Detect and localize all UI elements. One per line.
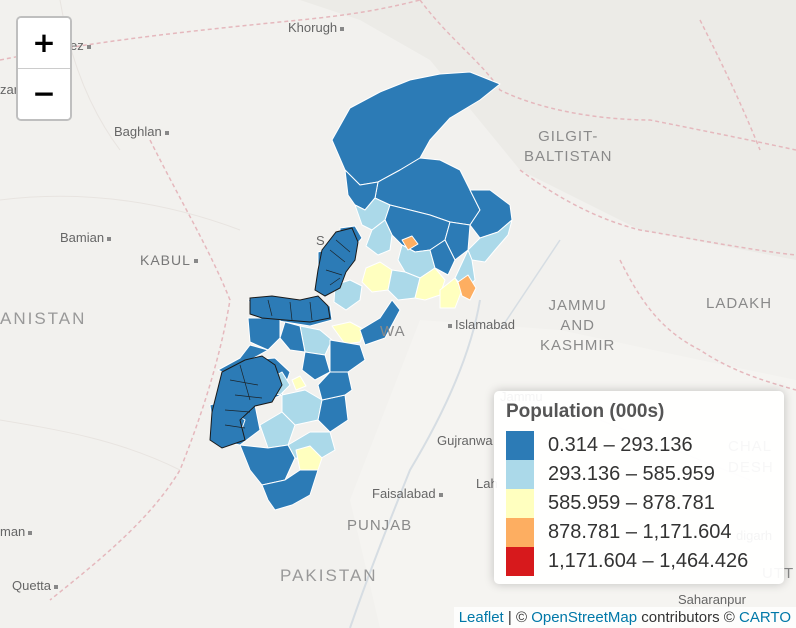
place-islamabad-label: Islamabad xyxy=(455,317,515,332)
place-bamian: Bamian xyxy=(60,230,111,245)
legend-swatch xyxy=(506,489,534,518)
district-sherani xyxy=(239,444,296,486)
legend-label: 878.781 – 1,171.604 xyxy=(548,521,732,543)
osm-link[interactable]: OpenStreetMap xyxy=(531,609,638,626)
place-pakistan: PAKISTAN xyxy=(280,566,378,585)
legend-label: 0.314 – 293.136 xyxy=(548,434,693,456)
place-mazar: zar xyxy=(0,82,25,97)
place-kabul: KABUL xyxy=(140,252,198,268)
place-gujranwala: Gujranwa xyxy=(437,433,493,448)
place-punjab: PUNJAB xyxy=(347,517,413,534)
district-karak xyxy=(329,339,366,373)
legend: Population (000s) 0.314 – 293.136 293.13… xyxy=(494,391,784,584)
place-faisalabad: Faisalabad xyxy=(372,486,443,501)
legend-label: 585.959 – 878.781 xyxy=(548,492,715,514)
place-islamabad: Islamabad xyxy=(448,317,515,332)
zoom-in-button[interactable]: + xyxy=(18,18,70,68)
legend-item: 1,171.604 – 1,464.426 xyxy=(506,547,772,576)
carto-link[interactable]: CARTO xyxy=(739,609,791,626)
attribution-contributors: contributors © xyxy=(637,609,740,626)
attribution: Leaflet | © OpenStreetMap contributors ©… xyxy=(453,607,796,628)
zoom-control: + − xyxy=(16,16,72,121)
place-gilgit-baltistan: GILGIT- BALTISTAN xyxy=(524,128,613,165)
district-torghar xyxy=(429,239,456,276)
tribal-waziristan xyxy=(209,355,283,449)
legend-swatch xyxy=(506,431,534,460)
district-peshawar-ring xyxy=(333,279,363,311)
legend-item: 0.314 – 293.136 xyxy=(506,431,772,460)
place-jammu-kashmir: JAMMU AND KASHMIR xyxy=(540,297,616,354)
place-saharanpur: Saharanpur xyxy=(678,592,746,607)
tribal-khyber xyxy=(249,295,331,323)
place-taluqan: ez xyxy=(70,38,91,53)
district-abbottabad-yellow xyxy=(439,277,463,309)
place-kpk: WA xyxy=(380,323,406,340)
district-hangu xyxy=(301,351,331,381)
district-bannu xyxy=(291,375,307,391)
leaflet-link[interactable]: Leaflet xyxy=(458,609,504,626)
district-mid-b xyxy=(317,371,353,401)
place-lahore: Lah xyxy=(476,476,498,491)
legend-title: Population (000s) xyxy=(506,401,665,422)
district-orakzai xyxy=(279,321,306,353)
legend-swatch xyxy=(506,460,534,489)
place-baghlan: Baghlan xyxy=(114,124,169,139)
place-s: S xyxy=(316,233,325,248)
place-ghazni: man xyxy=(0,524,32,539)
place-ladakh: LADAKH xyxy=(706,295,773,312)
legend-label: 1,171.604 – 1,464.426 xyxy=(548,550,749,572)
district-tank xyxy=(259,411,296,449)
legend-swatch xyxy=(506,547,534,576)
place-khorugh: Khorugh xyxy=(288,20,344,35)
zoom-out-button[interactable]: − xyxy=(18,68,70,119)
district-shangla xyxy=(444,221,471,261)
attribution-sep: | © xyxy=(503,609,532,626)
district-dik-yellow xyxy=(295,445,323,471)
legend-swatch xyxy=(506,518,534,547)
district-attock-edge xyxy=(359,299,401,346)
place-quetta: Quetta xyxy=(12,578,58,593)
district-malakand xyxy=(365,219,393,256)
district-swat-orange xyxy=(401,235,419,251)
district-south-tip xyxy=(261,469,319,511)
legend-item: 585.959 – 878.781 xyxy=(506,489,772,518)
place-afghanistan: ANISTAN xyxy=(0,309,87,328)
legend-label: 293.136 – 585.959 xyxy=(548,463,715,485)
district-abbottabad-orange xyxy=(457,274,477,301)
tribal-north xyxy=(314,227,359,297)
legend-item: 878.781 – 1,171.604 xyxy=(506,518,772,547)
legend-item: 293.136 – 585.959 xyxy=(506,460,772,489)
